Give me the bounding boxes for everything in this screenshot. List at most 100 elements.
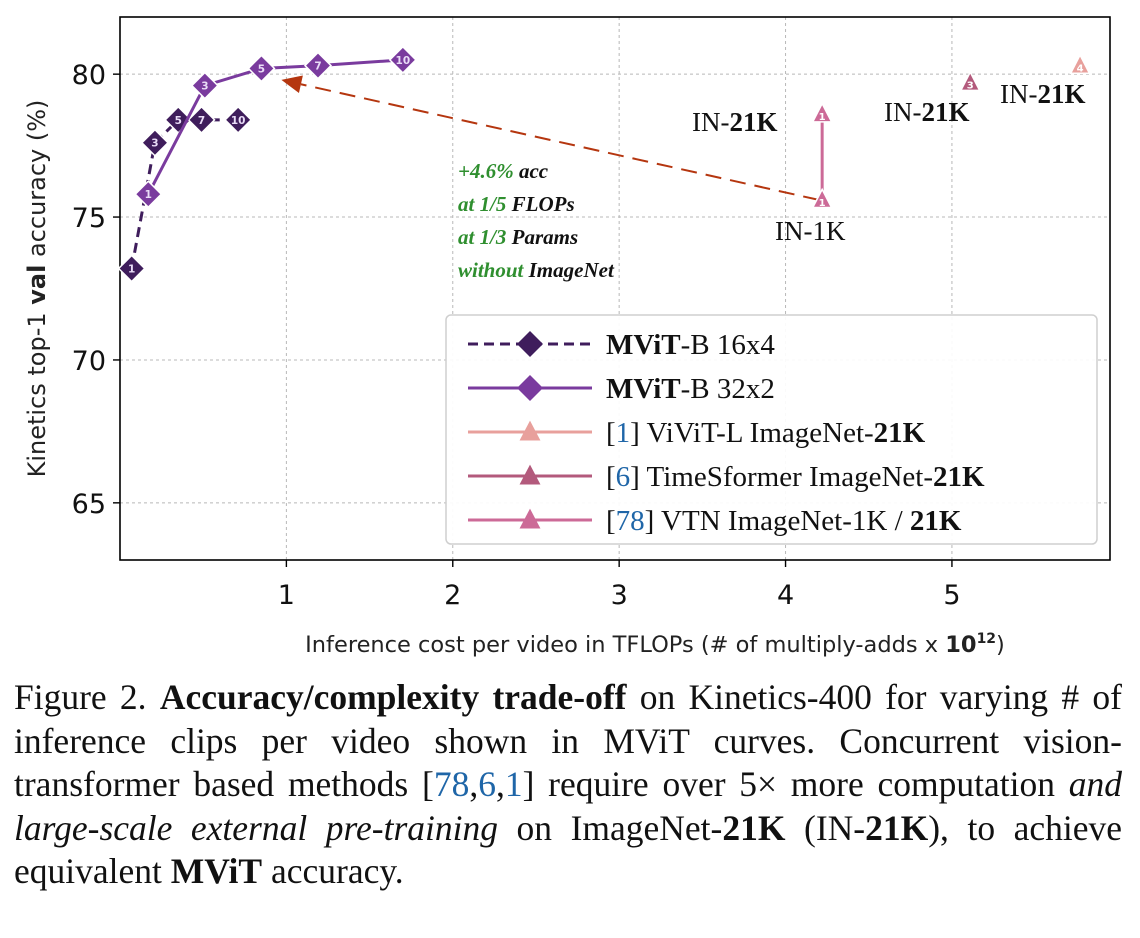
series-4-point [811,187,833,209]
arrow-line [300,83,820,201]
citation-6[interactable]: 6 [478,764,496,804]
series-3-point [959,70,981,92]
legend-text-bold: MViT [606,329,681,361]
legend-text: -B 32x2 [681,373,775,405]
y-tick-label: 75 [72,203,106,234]
legend-box [445,314,1098,545]
x-tick-label: 1 [278,580,295,611]
gain-note-line: at 1/5 FLOPs [458,192,575,216]
label-vtn-in21k: IN-21K [692,107,778,137]
gain-note-green: at 1/3 [458,225,506,249]
caption-text-2: ] require over 5× more computation [522,764,1069,804]
series-1-point [303,51,333,80]
series-1-point [134,180,163,209]
series-1-point-label: 5 [258,63,265,75]
caption-bold-21k-1: 21K [722,807,786,848]
gain-note-black: acc [514,159,549,183]
legend-entry-4: [78] VTN ImageNet-1K / 21K [606,505,962,537]
series-2-point-label: 4 [1077,64,1084,75]
y-axis-label-text: Kinetics top-1 [23,305,51,478]
series-4: 11 [811,101,833,209]
x-axis-label-sup: 12 [977,631,996,647]
gain-note-black: FLOPs [506,192,574,216]
gain-note-green: at 1/5 [458,192,506,216]
label-vtn-in21k-bold: 21K [729,107,777,137]
x-axis-label-text: Inference cost per video in TFLOPs (# of… [305,632,945,658]
x-axis-label-bold: 10 [945,632,976,658]
series-0-point [224,105,253,134]
series-4-point [811,101,833,123]
series-1: 1 3 5 7 10 [134,45,417,209]
series-0-point-label: 5 [175,115,182,127]
series-0-point-label: 3 [151,138,158,150]
x-tick-label: 4 [777,580,794,611]
gain-note-green: without [458,258,525,282]
legend-marker-2 [519,420,541,441]
series-4-point-label: 1 [819,112,826,123]
axis-labels: Inference cost per video in TFLOPs (# of… [23,100,1005,658]
citation-1[interactable]: 1 [504,764,523,804]
caption-title: Accuracy/complexity trade-off [159,677,627,717]
y-tick-label: 65 [72,489,106,520]
series-0-point [164,105,193,134]
legend-text: -B 16x4 [681,329,776,361]
x-tick-label: 2 [444,580,461,611]
legend-text: ] ViViT-L ImageNet- [630,417,873,449]
caption-text-5: ), to achieve equivalent [14,807,1122,892]
series-0-point-label: 10 [231,115,246,127]
x-tick-label: 3 [611,580,628,611]
caption-comma-1: , [469,764,479,804]
x-axis-label-end: ) [996,632,1005,658]
series-4-point-label: 1 [819,198,826,209]
label-vtn-in21k-pre: IN- [692,107,729,137]
series-2-point [1069,53,1091,74]
series-1-point-label: 3 [201,81,208,93]
y-axis-label: Kinetics top-1 val accuracy (%) [23,100,51,478]
series-1-point [388,45,417,74]
series-0-point-label: 7 [198,115,205,127]
figure-caption: Figure 2. Accuracy/complexity trade-off … [14,676,1122,894]
series-line-1 [146,58,403,195]
caption-text-6: accuracy. [262,851,404,891]
x-tick-label: 5 [943,580,960,611]
gain-note-line: without ImageNet [458,258,615,282]
legend-citation: 1 [616,417,631,449]
series-1-point [190,71,219,100]
series-0-point [140,128,170,157]
legend-bracket: [ [606,461,616,493]
label-vivit-in21k-bold: 21K [1037,79,1085,109]
legend-marker-0 [517,331,543,357]
citation-78[interactable]: 78 [433,764,470,804]
gain-note-black: Params [506,225,578,249]
legend-text-bold: MViT [606,373,681,405]
series-0-point-label: 1 [128,263,135,275]
legend-text: ] VTN ImageNet-1K / [645,505,910,537]
gain-arrow [281,75,820,201]
caption-bold-mvit: MViT [170,851,263,891]
caption-bold-21k-2: 21K [865,807,929,848]
gain-note-black: ImageNet [523,258,615,282]
x-axis-label: Inference cost per video in TFLOPs (# of… [305,631,1005,658]
plot-frame [119,16,1111,561]
legend-marker-4 [519,508,541,529]
legend-entry-1: MViT-B 32x2 [606,373,775,405]
series-2: 4 [1069,53,1091,75]
series-3-point-label: 3 [967,81,974,92]
legend-bracket: [ [606,505,616,537]
legend-marker-1 [517,375,543,401]
series-1-point-label: 7 [314,61,321,73]
gain-note-line: +4.6% acc [458,159,549,183]
gain-note-green: +4.6% [458,159,514,183]
legend-bracket: [ [606,417,616,449]
label-vtn-in1k-pre: IN-1K [775,216,846,246]
label-vivit-in21k: IN-21K [1000,79,1086,109]
series-0-point [117,254,146,283]
series-1-point-label: 1 [145,189,152,201]
label-vtn-in1k: IN-1K [775,216,846,246]
label-vivit-in21k-pre: IN- [1000,79,1037,109]
